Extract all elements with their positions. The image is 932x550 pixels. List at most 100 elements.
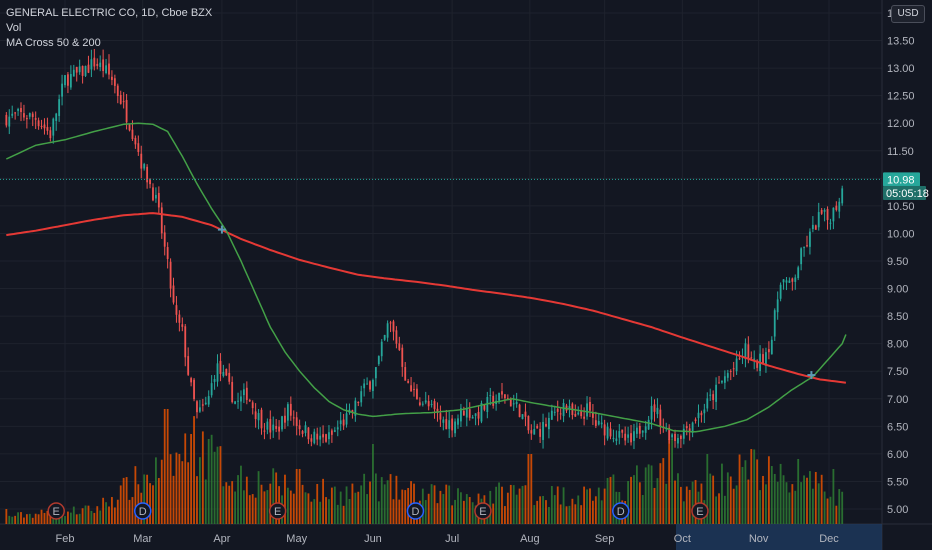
dividend-marker[interactable]: D: [406, 502, 425, 520]
candle-body: [163, 232, 166, 247]
volume-bar: [726, 472, 729, 524]
earnings-marker[interactable]: E: [474, 502, 492, 520]
ma-cross-legend[interactable]: MA Cross 50 & 200: [6, 37, 101, 49]
volume-bar: [583, 486, 586, 524]
candle-body: [806, 245, 808, 247]
candle-body: [398, 343, 401, 350]
dividend-marker[interactable]: D: [133, 502, 152, 520]
volume-bar: [75, 514, 78, 524]
volume-bar: [545, 500, 547, 524]
candle-body: [462, 410, 465, 416]
volume-bar: [439, 490, 442, 524]
candle-body: [336, 427, 339, 430]
candle-body: [383, 334, 386, 340]
candle-body: [433, 401, 436, 410]
event-marker-label: E: [696, 506, 703, 518]
volume-bar: [776, 481, 779, 524]
volume-bar: [568, 505, 571, 524]
volume-bar: [330, 487, 333, 524]
volume-bar: [744, 460, 747, 524]
candle-body: [583, 416, 586, 419]
volume-bar: [175, 452, 178, 524]
candle-body: [146, 166, 149, 183]
volume-bar: [662, 458, 665, 524]
candle-body: [659, 409, 662, 427]
candle-body: [809, 231, 811, 247]
event-marker-label: E: [274, 506, 281, 518]
volume-bar: [594, 496, 597, 524]
volume-bar: [410, 481, 412, 524]
earnings-marker[interactable]: E: [268, 502, 287, 520]
volume-legend[interactable]: Vol: [6, 22, 22, 34]
volume-bar: [289, 490, 292, 524]
time-tick: May: [286, 533, 307, 545]
volume-bar: [43, 512, 46, 524]
candle-body: [474, 413, 477, 416]
earnings-marker[interactable]: E: [47, 502, 65, 520]
candle-body: [826, 209, 829, 220]
volume-bar: [17, 512, 19, 524]
volume-bar: [339, 491, 342, 524]
candle-body: [682, 428, 685, 439]
volume-bar: [820, 474, 823, 524]
volume-bar: [52, 516, 55, 524]
volume-bar: [688, 489, 691, 524]
volume-bar: [23, 517, 25, 524]
candle-body: [536, 425, 539, 429]
ma200-line: [6, 212, 847, 384]
candle-body: [811, 224, 814, 230]
volume-bar: [835, 505, 838, 524]
candle-body: [354, 400, 357, 416]
volume-bar: [163, 409, 166, 524]
candle-body: [653, 404, 656, 412]
candle-body: [624, 433, 627, 441]
volume-bar: [803, 475, 805, 524]
volume-bar: [187, 462, 190, 524]
volume-bar: [457, 488, 459, 524]
time-axis[interactable]: Feb Mar Apr May Jun Jul Aug Sep Oct Nov Dec: [56, 533, 840, 545]
candle-body: [580, 410, 583, 417]
volume-bar: [838, 489, 841, 524]
candle-body: [635, 427, 638, 434]
symbol-title[interactable]: GENERAL ELECTRIC CO, 1D, Cboe BZX: [6, 7, 213, 19]
volume-bar: [328, 499, 330, 524]
candle-body: [521, 414, 524, 420]
volume-bar: [782, 475, 785, 524]
candle-body: [184, 326, 187, 358]
earnings-marker[interactable]: E: [691, 502, 709, 520]
time-tick: Sep: [595, 533, 615, 545]
candle-body: [319, 435, 322, 440]
volume-bar: [501, 486, 503, 524]
candle-body: [199, 407, 201, 412]
candle-body: [694, 419, 697, 421]
candle-body: [52, 118, 55, 136]
volume-bar: [260, 484, 263, 524]
candle-body: [454, 421, 456, 434]
candle-body: [820, 209, 823, 214]
candle-body: [269, 419, 272, 433]
dividend-marker[interactable]: D: [612, 502, 630, 520]
candle-body: [492, 395, 495, 406]
candle-body: [618, 431, 621, 438]
candle-body: [671, 434, 674, 438]
candle-body: [286, 404, 289, 421]
candle-body: [67, 74, 69, 86]
volume-bar: [548, 507, 550, 524]
currency-badge[interactable]: USD: [891, 5, 925, 23]
candle-body: [228, 372, 231, 382]
volume-bar: [225, 482, 228, 524]
volume-bar: [301, 484, 304, 524]
price-tick: 13.50: [887, 36, 915, 48]
candle-body: [93, 57, 96, 67]
candle-body: [498, 392, 500, 401]
volume-bar: [155, 457, 157, 524]
candle-body: [550, 410, 553, 420]
candle-body: [597, 420, 600, 425]
candle-body: [407, 381, 410, 383]
candle-body: [715, 384, 717, 402]
volume-bar: [333, 486, 336, 524]
volume-bar: [389, 474, 392, 524]
